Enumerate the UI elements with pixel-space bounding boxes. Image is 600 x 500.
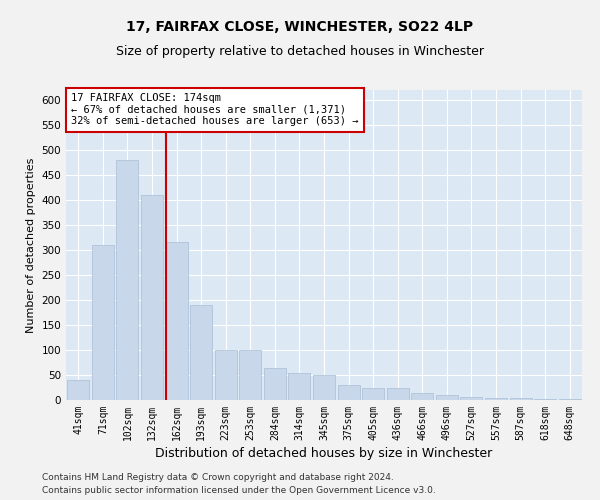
Bar (166, 242, 188, 400)
Bar (534, 398, 556, 400)
Bar (289, 372, 310, 400)
Text: Contains HM Land Registry data © Crown copyright and database right 2024.: Contains HM Land Registry data © Crown c… (42, 474, 394, 482)
Bar (116, 160, 139, 400)
Bar (386, 388, 409, 400)
Bar (460, 396, 482, 400)
Text: Contains public sector information licensed under the Open Government Licence v3: Contains public sector information licen… (42, 486, 436, 495)
Text: 17, FAIRFAX CLOSE, WINCHESTER, SO22 4LP: 17, FAIRFAX CLOSE, WINCHESTER, SO22 4LP (127, 20, 473, 34)
Text: Size of property relative to detached houses in Winchester: Size of property relative to detached ho… (116, 45, 484, 58)
Bar (67, 380, 89, 400)
Bar (559, 398, 581, 400)
Bar (190, 305, 212, 400)
Bar (485, 398, 507, 400)
Bar (362, 388, 384, 400)
Bar (338, 385, 359, 400)
X-axis label: Distribution of detached houses by size in Winchester: Distribution of detached houses by size … (155, 447, 493, 460)
Bar (264, 368, 286, 400)
Text: 17 FAIRFAX CLOSE: 174sqm
← 67% of detached houses are smaller (1,371)
32% of sem: 17 FAIRFAX CLOSE: 174sqm ← 67% of detach… (71, 93, 359, 126)
Bar (92, 245, 114, 400)
Bar (509, 398, 532, 400)
Y-axis label: Number of detached properties: Number of detached properties (26, 158, 36, 332)
Bar (141, 195, 163, 400)
Bar (411, 392, 433, 400)
Bar (313, 375, 335, 400)
Bar (239, 350, 262, 400)
Bar (215, 350, 237, 400)
Bar (436, 395, 458, 400)
